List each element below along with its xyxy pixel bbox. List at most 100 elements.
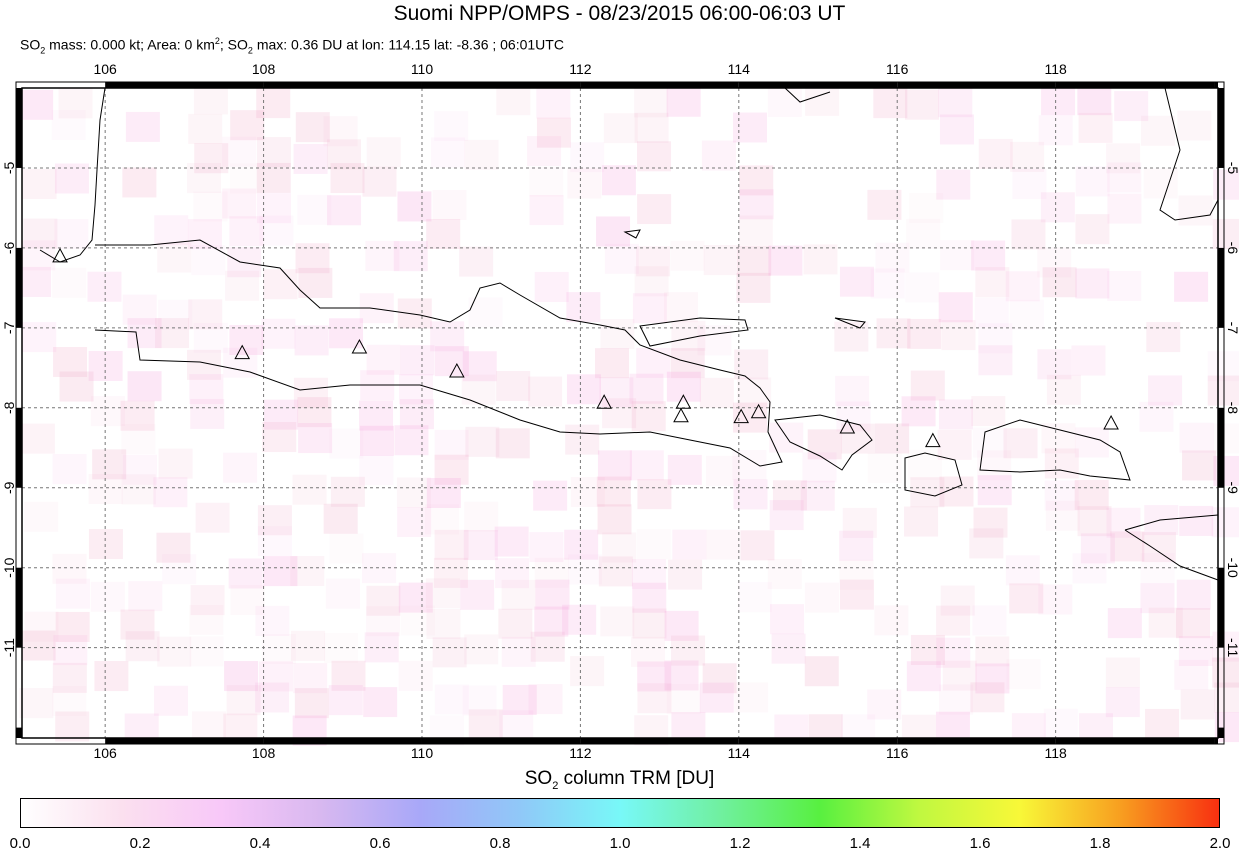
so2-pixel: [768, 245, 803, 276]
border-bar: [897, 738, 1056, 744]
border-bar: [738, 738, 898, 744]
so2-pixel: [1182, 450, 1217, 481]
so2-pixel: [224, 661, 259, 692]
so2-pixel: [499, 710, 534, 741]
so2-pixel: [399, 399, 434, 430]
border-bar: [1218, 727, 1224, 738]
so2-pixel: [705, 455, 740, 486]
so2-pixel: [834, 321, 869, 352]
so2-pixel: [360, 425, 395, 456]
so2-pixel: [666, 684, 701, 715]
so2-pixel: [636, 246, 671, 277]
colorbar-tick-label: 0.4: [249, 835, 271, 852]
so2-pixel: [973, 507, 1008, 538]
volcano-triangle-icon: [1103, 414, 1119, 430]
so2-pixel: [803, 244, 838, 275]
so2-pixel: [23, 218, 58, 249]
so2-pixel: [904, 89, 939, 120]
so2-pixel: [155, 318, 190, 349]
so2-pixel: [323, 116, 358, 147]
so2-pixel: [326, 139, 361, 170]
so2-pixel: [634, 87, 669, 118]
so2-pixel: [53, 635, 88, 666]
so2-pixel: [329, 533, 364, 564]
so2-pixel: [1148, 375, 1183, 406]
so2-pixel: [666, 371, 701, 402]
border-bar: [421, 82, 581, 88]
so2-pixel: [667, 454, 702, 485]
so2-pixel: [125, 111, 160, 142]
lon-label-bottom: 110: [411, 745, 434, 760]
lat-label-right: -11: [1225, 638, 1239, 657]
so2-pixel: [120, 609, 155, 640]
lon-label-top: 112: [569, 61, 592, 77]
so2-pixel: [1106, 507, 1141, 538]
border-bar: [263, 738, 422, 744]
colorbar-tick-label: 1.2: [729, 835, 751, 852]
so2-pixel: [90, 581, 125, 612]
lat-label-left: -10: [1, 557, 17, 577]
lon-label-bottom: 116: [886, 745, 909, 760]
so2-pixel: [228, 558, 263, 589]
so2-pixel: [51, 110, 86, 141]
so2-pixel: [1178, 195, 1213, 226]
so2-pixel: [970, 682, 1005, 713]
so2-pixel: [127, 318, 162, 349]
so2-pixel: [936, 605, 971, 636]
so2-pixel: [739, 189, 774, 220]
so2-pixel: [666, 86, 701, 117]
so2-pixel: [1211, 507, 1239, 538]
so2-pixel: [432, 189, 467, 220]
so2-pixel: [21, 630, 56, 661]
so2-pixel: [910, 370, 945, 401]
border-bar: [1218, 567, 1224, 648]
so2-pixel: [24, 611, 59, 642]
border-bar: [16, 567, 22, 648]
map-subtitle: SO2 mass: 0.000 kt; Area: 0 km2; SO2 max…: [20, 36, 564, 56]
volcano-triangle-icon: [733, 408, 750, 424]
border-bar: [263, 82, 422, 88]
so2-pixel: [230, 584, 265, 615]
so2-pixel: [631, 558, 666, 589]
so2-pixel: [460, 579, 495, 610]
so2-pixel: [1077, 506, 1112, 537]
so2-pixel: [772, 480, 807, 511]
so2-pixel: [52, 267, 87, 298]
so2-pixel: [637, 194, 672, 225]
so2-pixel: [596, 476, 631, 507]
so2-pixel: [937, 429, 972, 460]
so2-pixel: [600, 606, 635, 637]
so2-pixel: [938, 292, 973, 323]
so2-pixel: [501, 636, 536, 667]
so2-pixel: [1080, 533, 1115, 564]
so2-pixel: [602, 532, 637, 563]
so2-pixel: [20, 423, 55, 454]
lat-label-right: -10: [1225, 558, 1239, 578]
so2-pixel: [495, 558, 530, 589]
so2-pixel: [158, 299, 193, 330]
volcano-triangle-icon: [596, 394, 612, 409]
so2-pixel: [1040, 192, 1075, 223]
so2-pixel: [977, 475, 1012, 506]
so2-pixel: [1212, 657, 1239, 688]
so2-pixel: [298, 267, 333, 298]
so2-pixel: [671, 711, 706, 742]
so2-pixel: [668, 559, 703, 590]
so2-pixel: [670, 348, 705, 379]
so2-pixel: [294, 325, 329, 356]
so2-pixel: [534, 606, 569, 637]
colorbar-tick-label: 0.8: [489, 835, 511, 852]
so2-pixel: [769, 422, 804, 453]
colorbar: [20, 798, 1220, 828]
so2-pixel: [229, 324, 264, 355]
so2-pixel: [434, 111, 469, 142]
so2-pixel: [570, 142, 605, 173]
so2-pixel: [971, 240, 1006, 271]
so2-pixel: [637, 141, 672, 172]
so2-pixel: [331, 660, 366, 691]
so2-pixel: [90, 396, 125, 427]
so2-pixel: [431, 137, 466, 168]
so2-pixel: [910, 634, 945, 665]
so2-pixel: [1005, 555, 1040, 586]
coast-bali: [774, 414, 873, 471]
